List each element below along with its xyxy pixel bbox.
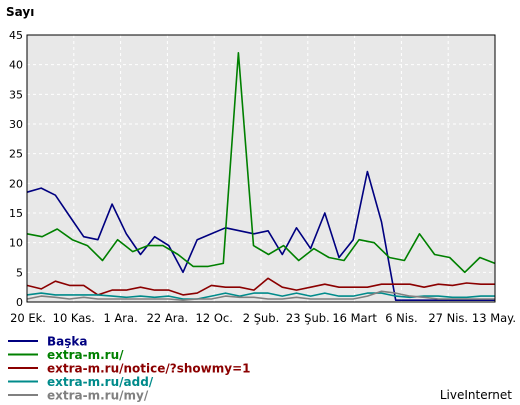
y-tick-label: 10 [9,237,23,250]
legend: Başkaextra-m.ru/extra-m.ru/notice/?showm… [8,335,251,403]
y-axis-ticks: 0 5 10 15 20 25 30 35 40 45 [9,29,23,309]
x-tick-label: 12 Oc. [196,311,233,325]
x-tick-label: 10 Kas. [53,311,95,325]
x-tick-label: 22 Ara. [147,311,189,325]
y-tick-label: 40 [9,59,23,72]
x-axis-ticks: 20 Ek. 10 Kas. 1 Ara. 22 Ara. 12 Oc. 2 Şub. 23… [10,311,516,325]
x-tick-label: 1 Ara. [103,311,137,325]
y-tick-label: 15 [9,207,23,220]
plot-border [26,34,496,303]
x-tick-label: 16 Mart [332,311,377,325]
series-line [26,170,495,302]
x-tick-label: 2 Şub. [243,311,280,325]
legend-label: extra-m.ru/ [47,348,124,362]
x-tick-label: 13 May. [472,311,516,325]
legend-label: extra-m.ru/notice/?showmy=1 [47,362,251,376]
y-tick-label: 35 [9,88,23,101]
y-tick-label: 45 [9,29,23,42]
series-line [26,290,495,302]
legend-label: extra-m.ru/add/ [47,375,154,389]
y-tick-label: 5 [16,266,23,279]
grid [27,35,495,302]
series-line [26,277,495,296]
series-lines [26,51,496,302]
x-tick-label: 27 Nis. [428,311,468,325]
series-line [26,51,496,274]
watermark-text: LiveInternet [440,388,512,402]
y-tick-label: 20 [9,177,23,190]
y-axis-label: Sayı [6,5,34,19]
y-tick-label: 25 [9,148,23,161]
x-tick-label: 23 Şub. [286,311,330,325]
y-tick-label: 30 [9,118,23,131]
x-tick-label: 20 Ek. [10,311,46,325]
y-tick-label: 0 [16,296,23,309]
x-tick-label: 6 Nis. [385,311,417,325]
legend-label: Başka [47,335,87,349]
legend-label: extra-m.ru/my/ [47,389,149,403]
